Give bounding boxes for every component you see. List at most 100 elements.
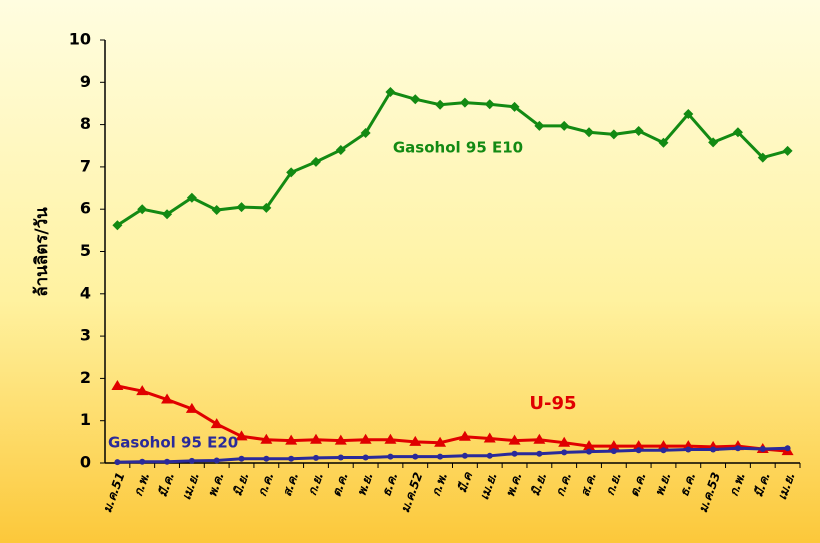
series-line	[116, 90, 788, 227]
y-tick-label: 9	[80, 72, 91, 91]
series-label: Gasohol 95 E10	[393, 139, 523, 157]
point	[435, 99, 446, 110]
point	[434, 436, 447, 447]
point	[410, 94, 421, 105]
point	[164, 458, 171, 465]
point	[461, 452, 468, 459]
series-line	[117, 446, 788, 464]
point	[114, 459, 121, 466]
y-tick-label: 3	[80, 326, 91, 345]
point	[111, 380, 124, 391]
y-tick-label: 7	[80, 156, 91, 175]
point	[185, 402, 198, 413]
point	[286, 167, 297, 178]
point	[188, 457, 195, 464]
point	[288, 455, 295, 462]
point	[335, 144, 346, 155]
point	[784, 445, 791, 452]
point	[360, 128, 371, 139]
point	[260, 433, 273, 444]
point	[561, 449, 568, 456]
point	[310, 156, 321, 167]
point	[658, 137, 669, 148]
point	[734, 445, 741, 452]
point	[211, 205, 222, 216]
point	[137, 204, 148, 215]
point	[732, 127, 743, 138]
point	[559, 120, 570, 131]
point	[483, 432, 496, 443]
point	[285, 434, 298, 445]
point	[387, 453, 394, 460]
point	[384, 433, 397, 444]
point	[112, 220, 123, 231]
point	[236, 202, 247, 213]
point	[608, 129, 619, 140]
y-tick-label: 8	[80, 114, 91, 133]
series-line	[117, 384, 788, 453]
point	[139, 458, 146, 465]
point	[486, 452, 493, 459]
point	[610, 448, 617, 455]
x-tick-label: มี.ค	[455, 470, 475, 495]
point	[261, 202, 272, 213]
point	[632, 440, 645, 451]
y-tick-label: 4	[80, 283, 91, 302]
point	[710, 446, 717, 453]
point	[263, 455, 270, 462]
point	[459, 97, 470, 108]
point	[309, 433, 322, 444]
y-tick-label: 1	[80, 410, 91, 429]
point	[757, 152, 768, 163]
point	[161, 393, 174, 404]
series-label: U-95	[529, 393, 576, 414]
point	[682, 440, 695, 451]
point	[312, 454, 319, 461]
point	[238, 455, 245, 462]
point	[635, 447, 642, 454]
point	[136, 385, 149, 396]
point	[607, 440, 620, 451]
y-tick-label: 2	[80, 368, 91, 387]
point	[558, 436, 571, 447]
y-tick-label: 10	[69, 30, 91, 49]
point	[385, 87, 396, 98]
series-label: Gasohol 95 E20	[108, 434, 238, 452]
point	[782, 145, 793, 156]
point	[534, 120, 545, 131]
point	[759, 446, 766, 453]
point	[412, 453, 419, 460]
point	[533, 433, 546, 444]
point	[359, 433, 372, 444]
point	[657, 440, 670, 451]
point	[409, 435, 422, 446]
point	[235, 430, 248, 441]
y-axis-label: ล้านลิตร/วัน	[32, 207, 52, 297]
point	[210, 418, 223, 429]
point	[509, 101, 520, 112]
point	[683, 109, 694, 120]
point	[437, 453, 444, 460]
y-tick-label: 5	[80, 241, 91, 260]
point	[584, 127, 595, 138]
point	[586, 448, 593, 455]
point	[511, 450, 518, 457]
point	[162, 209, 173, 220]
point	[213, 457, 220, 464]
point	[458, 430, 471, 441]
point	[337, 454, 344, 461]
point	[362, 454, 369, 461]
point	[633, 125, 644, 136]
point	[583, 440, 596, 451]
point	[186, 192, 197, 203]
y-tick-label: 0	[80, 453, 91, 472]
point	[708, 137, 719, 148]
y-tick-label: 6	[80, 199, 91, 218]
point	[334, 434, 347, 445]
point	[660, 447, 667, 454]
point	[508, 434, 521, 445]
point	[685, 446, 692, 453]
point	[484, 99, 495, 110]
